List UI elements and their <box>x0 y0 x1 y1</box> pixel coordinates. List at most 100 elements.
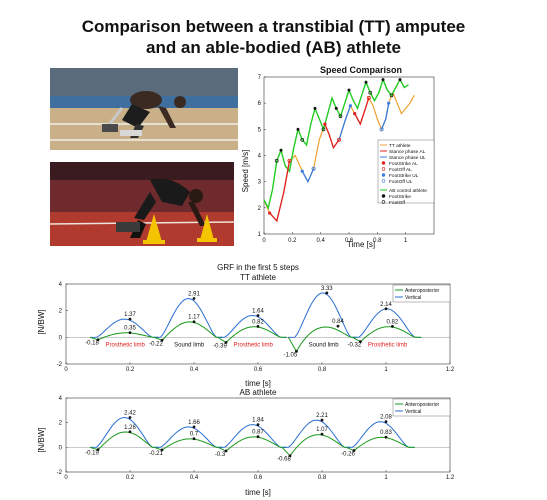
grf-tt-ap-peak-marker <box>128 331 132 335</box>
grf-ab-vertical-curve <box>89 416 159 448</box>
speed-legend-label: FootOff UL <box>389 179 413 185</box>
speed-footoff-al <box>287 158 292 163</box>
speed-legend-swatch <box>381 161 386 165</box>
grf-ab-ap-peak-marker <box>192 437 196 441</box>
grf-tt-trough-label: -0.39 <box>213 344 227 350</box>
grf-ab-x-axis-label: time [s] <box>245 488 271 497</box>
grf-ab-legend-box <box>392 398 451 417</box>
grf-ab-ap-peak-label: 1.07 <box>316 427 328 433</box>
grf-ab-x-tick-label: 0.8 <box>318 475 327 481</box>
speed-stance-al <box>269 160 291 223</box>
grf-tt-x-tick-label: 0.6 <box>254 367 263 373</box>
speed-x-tick-label: 1 <box>404 238 408 244</box>
grf-tt-y-tick-label: -2 <box>57 362 63 368</box>
grf-limb-label: Prosthetic limb <box>106 342 146 348</box>
grf-tt-ap-peak-marker <box>256 325 260 328</box>
grf-tt-trough-marker <box>295 349 298 353</box>
speed-footoff <box>321 127 326 132</box>
grf-chart: GRF in the first 5 steps TT athlete 0 0.2… <box>37 263 455 497</box>
grf-ab-x-tick-label: 0 <box>64 475 68 481</box>
grf-tt-anteroposterior-curve <box>352 326 422 343</box>
grf-tt-ap-peak-label: 0.82 <box>252 319 264 325</box>
grf-ab-x-tick-label: 0.4 <box>190 475 199 481</box>
speed-legend-box <box>377 139 435 204</box>
grf-ab-trough-marker <box>160 448 164 452</box>
speed-footoff <box>389 93 394 98</box>
grf-ab-x-tick-label: 0.6 <box>254 475 263 481</box>
grf-ab-legend-label: Anteroposterior <box>405 402 440 408</box>
grf-ab-y-tick-label: 2 <box>59 421 63 427</box>
grf-ab-peak-marker <box>192 425 196 429</box>
speed-legend-swatch <box>381 167 386 171</box>
grf-tt-peak-marker <box>128 317 132 321</box>
grf-tt-ap-peak-label: 0.84 <box>332 319 344 325</box>
grf-tt-legend-label: Anteroposterior <box>405 288 440 294</box>
grf-ab-y-axis-label: [N/BW] <box>37 427 46 452</box>
grf-ab-trough-label: -0.3 <box>215 452 226 458</box>
speed-chart-title: Speed Comparison <box>320 65 402 75</box>
speed-footstrike <box>347 88 351 92</box>
grf-ab-anteroposterior-curve <box>281 434 351 457</box>
grf-tt-plot-frame <box>65 283 451 365</box>
grf-tt-y-tick-label: 2 <box>59 309 63 315</box>
grf-tt-vertical-curve <box>89 318 159 338</box>
speed-stance-al <box>354 97 370 126</box>
grf-ab-trough-marker <box>288 454 292 458</box>
speed-y-tick-label: 3 <box>258 180 262 186</box>
grf-ab-peak-marker <box>256 423 260 427</box>
grf-tt-peak-label: 2.91 <box>188 292 200 298</box>
grf-limb-label: Prosthetic limb <box>234 342 274 348</box>
grf-ab-peak-label: 2.42 <box>124 410 136 416</box>
tt-athlete-photo <box>50 68 238 150</box>
grf-tt-vertical-curve <box>153 297 223 338</box>
grf-ab-anteroposterior-curve <box>345 436 415 452</box>
grf-ab-x-tick-label: 1 <box>384 475 388 481</box>
grf-tt-legend-label: Vertical <box>405 295 421 301</box>
grf-tt-anteroposterior-curve <box>89 332 159 341</box>
grf-ab-vertical-curve <box>345 421 415 448</box>
grf-ab-ap-peak-label: 0.83 <box>380 430 392 436</box>
grf-tt-subtitle: TT athlete <box>240 273 276 282</box>
grf-ab-trough-marker <box>224 449 228 453</box>
grf-tt-anteroposterior-curve <box>287 326 358 353</box>
speed-footoff-ul <box>311 166 316 171</box>
grf-tt-trough-marker <box>359 340 362 343</box>
speed-stance-ul <box>301 168 315 184</box>
grf-tt-anteroposterior-curve <box>217 326 287 344</box>
speed-legend-swatch <box>381 173 386 177</box>
ab-athlete-photo <box>50 162 234 246</box>
speed-y-tick-label: 4 <box>258 154 262 160</box>
speed-footoff-al <box>366 95 371 100</box>
grf-tt-ap-peak-marker <box>192 320 196 324</box>
grf-tt-ap-peak-marker <box>391 325 394 328</box>
grf-ab-plot-frame <box>65 397 451 473</box>
grf-ab-ap-peak-marker <box>384 435 388 439</box>
speed-x-tick-label: 0.8 <box>373 238 382 244</box>
grf-tt-peak-marker <box>192 297 196 300</box>
grf-ab-x-tick-label: 1.2 <box>446 475 455 481</box>
speed-footstrike <box>296 127 300 131</box>
speed-y-tick-label: 6 <box>258 101 262 107</box>
speed-footstrike <box>381 78 385 82</box>
grf-tt-y-axis-label: [N/BW] <box>37 309 46 334</box>
grf-ab-ap-peak-marker <box>320 432 324 436</box>
grf-ab-ap-peak-label: 0.87 <box>252 430 264 436</box>
grf-tt-vertical-curve <box>288 292 358 338</box>
speed-legend-swatch <box>381 200 386 204</box>
grf-ab-legend-label: Vertical <box>405 409 421 415</box>
speed-footstrike-al <box>323 122 327 126</box>
speed-stance-ul <box>338 105 352 140</box>
grf-tt-x-axis-label: time [s] <box>245 379 271 388</box>
grf-limb-label: Sound limb <box>174 342 205 348</box>
speed-stance-al <box>324 123 340 150</box>
grf-tt-x-tick-label: 0.8 <box>318 367 327 373</box>
grf-tt-peak-label: 2.14 <box>380 302 392 308</box>
speed-footoff <box>274 158 279 163</box>
speed-legend-label: FootOff AL <box>389 167 412 173</box>
speed-x-axis-label: Time [s] <box>347 240 375 249</box>
speed-legend-label: AB control athlete <box>389 188 427 194</box>
grf-ab-peak-label: 1.66 <box>188 420 200 426</box>
speed-legend-swatch <box>381 194 386 198</box>
page-title: Comparison between a transtibial (TT) am… <box>0 16 547 58</box>
speed-footstrike-al <box>353 112 357 116</box>
